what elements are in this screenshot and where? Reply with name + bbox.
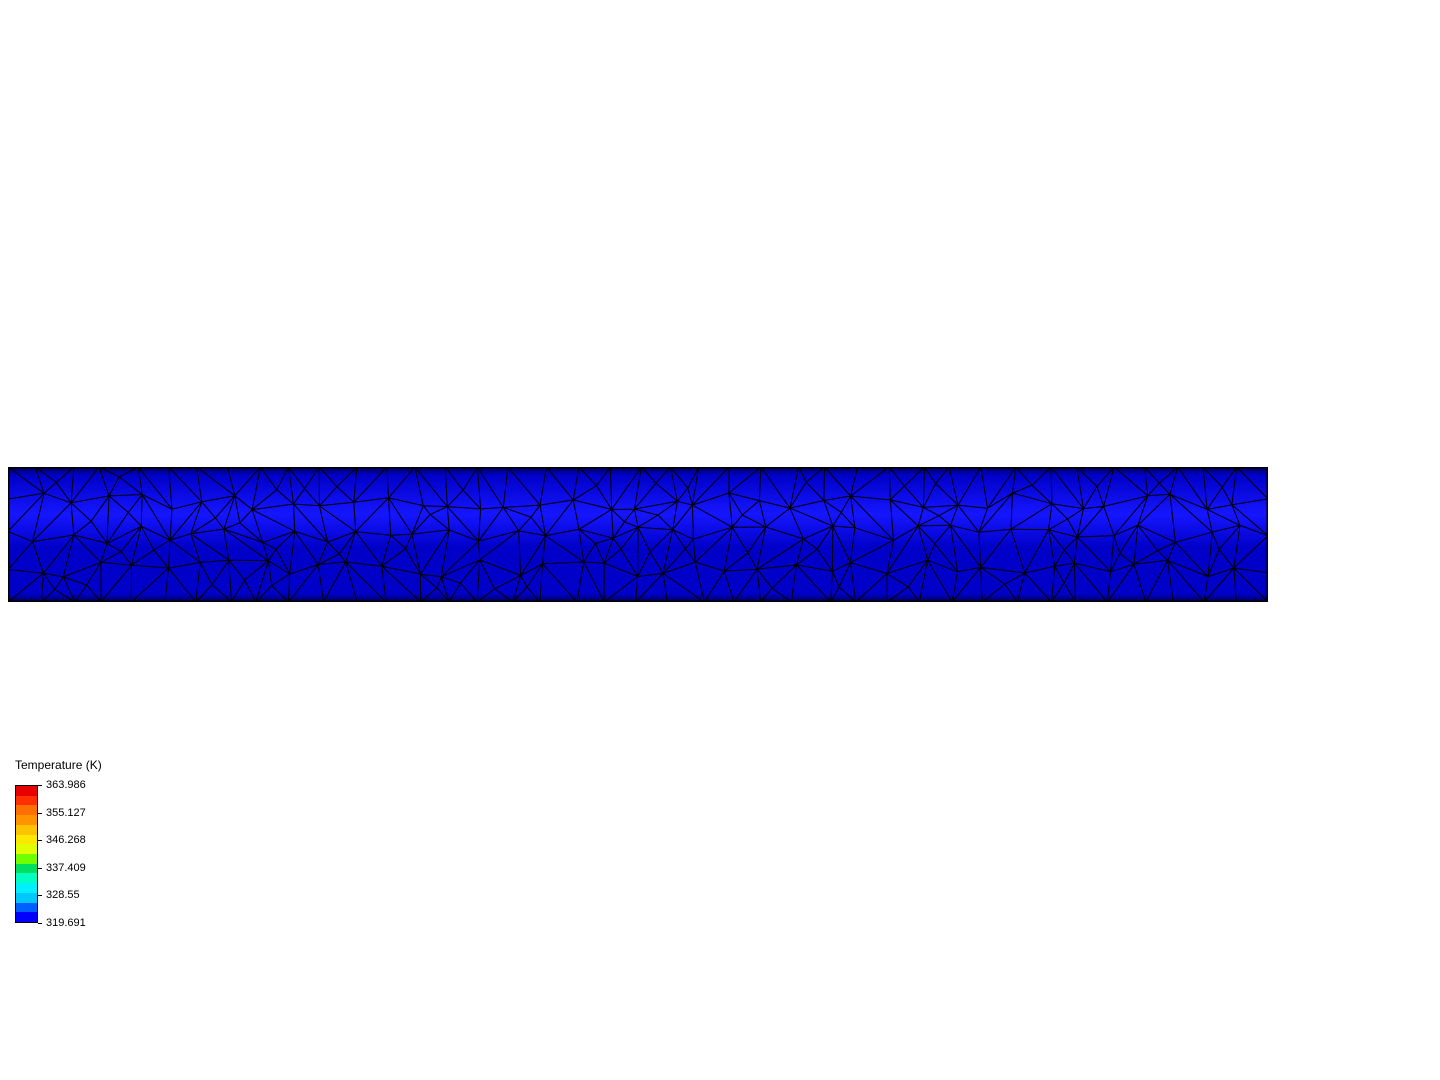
- legend-segment: [15, 903, 38, 913]
- legend-tick: [38, 785, 42, 786]
- legend-tick-label: 328.55: [46, 889, 80, 901]
- legend-title: Temperature (K): [15, 758, 102, 772]
- legend-segment: [15, 844, 38, 854]
- legend-segment: [15, 835, 38, 845]
- legend-tick-label: 355.127: [46, 807, 86, 819]
- legend-tick: [38, 923, 42, 924]
- legend-tick-label: 363.986: [46, 779, 86, 791]
- legend-tick-label: 337.409: [46, 862, 86, 874]
- legend-tick: [38, 813, 42, 814]
- fea-mesh: [8, 467, 1268, 602]
- legend-tick: [38, 895, 42, 896]
- legend-segment: [15, 785, 38, 796]
- legend-segment: [15, 815, 38, 825]
- legend-segment: [15, 864, 38, 874]
- legend-segment: [15, 825, 38, 835]
- legend-tick: [38, 840, 42, 841]
- legend-segment: [15, 912, 38, 923]
- legend-segment: [15, 893, 38, 903]
- legend-tick-label: 346.268: [46, 834, 86, 846]
- simulation-viewport: Temperature (K) 363.986 355.127 346.268 337…: [0, 0, 1440, 1080]
- legend-tick-label: 319.691: [46, 917, 86, 929]
- legend-segment: [15, 883, 38, 893]
- legend-tick: [38, 868, 42, 869]
- legend-segment: [15, 854, 38, 864]
- legend-segment: [15, 873, 38, 883]
- legend-colorbar: [15, 785, 38, 923]
- legend-segment: [15, 796, 38, 806]
- legend-segment: [15, 805, 38, 815]
